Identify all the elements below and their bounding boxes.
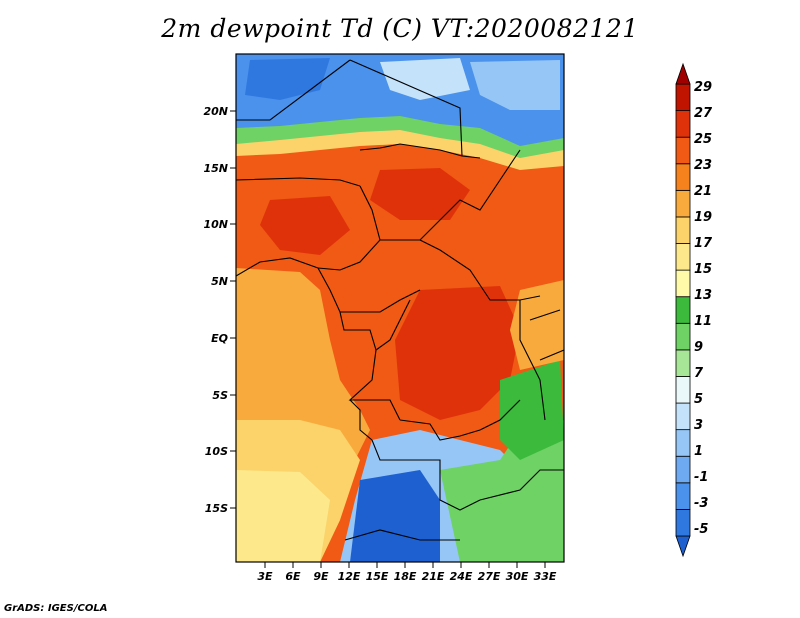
colorbar-label: 27 bbox=[694, 106, 713, 121]
colorbar-segment bbox=[675, 509, 691, 537]
chart-title: 2m dewpoint Td (C) VT:2020082121 bbox=[161, 14, 639, 43]
colorbar-segment bbox=[675, 455, 691, 484]
colorbar-segment bbox=[675, 62, 691, 85]
lon-label: 30E bbox=[506, 570, 529, 583]
colorbar-segment bbox=[675, 136, 691, 165]
colorbar-segment bbox=[675, 269, 691, 298]
colorbar-label: 23 bbox=[694, 158, 712, 173]
lon-label: 3E bbox=[257, 570, 273, 583]
colorbar-label: -3 bbox=[694, 496, 708, 511]
colorbar-label: 5 bbox=[694, 392, 703, 407]
country-borders bbox=[236, 59, 564, 541]
colorbar-label: 25 bbox=[694, 132, 712, 147]
colorbar-label: -5 bbox=[694, 522, 708, 537]
colorbar-segment bbox=[675, 402, 691, 431]
colorbar: 29 27 25 23 21 19 17 15 13 11 9 7 5 3 1 … bbox=[675, 62, 713, 558]
colorbar-label: 13 bbox=[694, 288, 712, 303]
colorbar-label: 29 bbox=[694, 80, 712, 95]
lat-label: 15N bbox=[203, 162, 228, 175]
colorbar-label: 7 bbox=[694, 366, 704, 381]
colorbar-segment bbox=[675, 163, 691, 191]
lon-label: 21E bbox=[422, 570, 445, 583]
colorbar-segment bbox=[675, 535, 691, 558]
colorbar-segment bbox=[675, 482, 691, 510]
colorbar-segment bbox=[675, 216, 691, 244]
lat-label: 5N bbox=[211, 275, 228, 288]
lat-label: 10S bbox=[205, 445, 228, 458]
colorbar-segment bbox=[675, 110, 691, 138]
deep-red-patch-congo bbox=[395, 286, 520, 420]
latitude-axis: 20N 15N 10N 5N EQ 5S 10S 15S bbox=[203, 105, 236, 515]
colorbar-label: 21 bbox=[694, 184, 712, 199]
colorbar-label: 9 bbox=[694, 340, 703, 355]
lon-label: 18E bbox=[394, 570, 417, 583]
lon-label: 33E bbox=[534, 570, 557, 583]
sahara-light-region bbox=[380, 58, 470, 100]
colorbar-segment bbox=[675, 243, 691, 271]
lat-label: EQ bbox=[211, 332, 228, 345]
southern-green-region bbox=[440, 420, 564, 562]
colorbar-label: -1 bbox=[694, 470, 708, 485]
colorbar-label: 19 bbox=[694, 210, 712, 225]
deep-red-patch-nigeria bbox=[260, 196, 350, 255]
lon-label: 15E bbox=[366, 570, 389, 583]
colorbar-segment bbox=[675, 296, 691, 324]
dewpoint-field bbox=[236, 54, 564, 562]
colorbar-label: 17 bbox=[694, 236, 713, 251]
colorbar-segment bbox=[675, 83, 691, 111]
sahel-green-band bbox=[236, 116, 564, 160]
colorbar-segment bbox=[675, 322, 691, 351]
lon-label: 24E bbox=[450, 570, 473, 583]
angola-pale-yellow bbox=[236, 470, 330, 562]
sahel-yellow-band bbox=[236, 130, 564, 172]
lon-label: 27E bbox=[478, 570, 501, 583]
lat-label: 5S bbox=[212, 389, 228, 402]
sahara-light-blue-region bbox=[470, 60, 560, 110]
colorbar-segment bbox=[675, 189, 691, 218]
east-africa-green bbox=[500, 360, 564, 460]
colorbar-label: 1 bbox=[694, 444, 703, 459]
lat-label: 20N bbox=[203, 105, 228, 118]
southern-very-dry-region bbox=[350, 470, 440, 562]
colorbar-segment bbox=[675, 349, 691, 377]
grads-credit: GrADS: IGES/COLA bbox=[4, 603, 108, 614]
sahara-very-dry-region bbox=[245, 58, 330, 100]
colorbar-label: 3 bbox=[694, 418, 703, 433]
lat-label: 15S bbox=[205, 502, 228, 515]
lon-label: 6E bbox=[285, 570, 301, 583]
colorbar-label: 11 bbox=[694, 314, 712, 329]
map-frame bbox=[235, 53, 565, 563]
colorbar-label: 15 bbox=[694, 262, 712, 277]
colorbar-segment bbox=[675, 429, 691, 457]
lon-label: 9E bbox=[313, 570, 329, 583]
longitude-axis: 3E 6E 9E 12E 15E 18E 21E 24E 27E 30E 33E bbox=[257, 562, 557, 583]
colorbar-segment bbox=[675, 376, 691, 404]
lat-label: 10N bbox=[203, 218, 228, 231]
deep-red-patch-chad bbox=[370, 168, 470, 220]
lon-label: 12E bbox=[338, 570, 361, 583]
